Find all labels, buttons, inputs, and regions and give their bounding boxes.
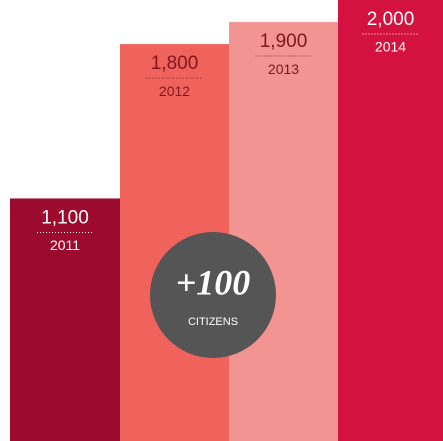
bar (338, 0, 443, 441)
badge (150, 232, 276, 358)
value-label: 2,000 (367, 9, 415, 30)
bar (229, 22, 338, 441)
value-label: 1,100 (41, 207, 89, 228)
badge-text: +100 (176, 262, 251, 302)
category-label: 2012 (159, 83, 190, 99)
value-label: 1,800 (151, 53, 199, 74)
bar (10, 198, 120, 441)
value-label: 1,900 (260, 31, 308, 52)
category-label: 2013 (268, 61, 299, 77)
badge-subtext: CITIZENS (188, 316, 238, 328)
category-label: 2011 (50, 237, 80, 253)
category-label: 2014 (375, 39, 406, 55)
bars: 1,100 2011 1,800 2012 1,900 2013 2,000 2014 (10, 0, 443, 441)
